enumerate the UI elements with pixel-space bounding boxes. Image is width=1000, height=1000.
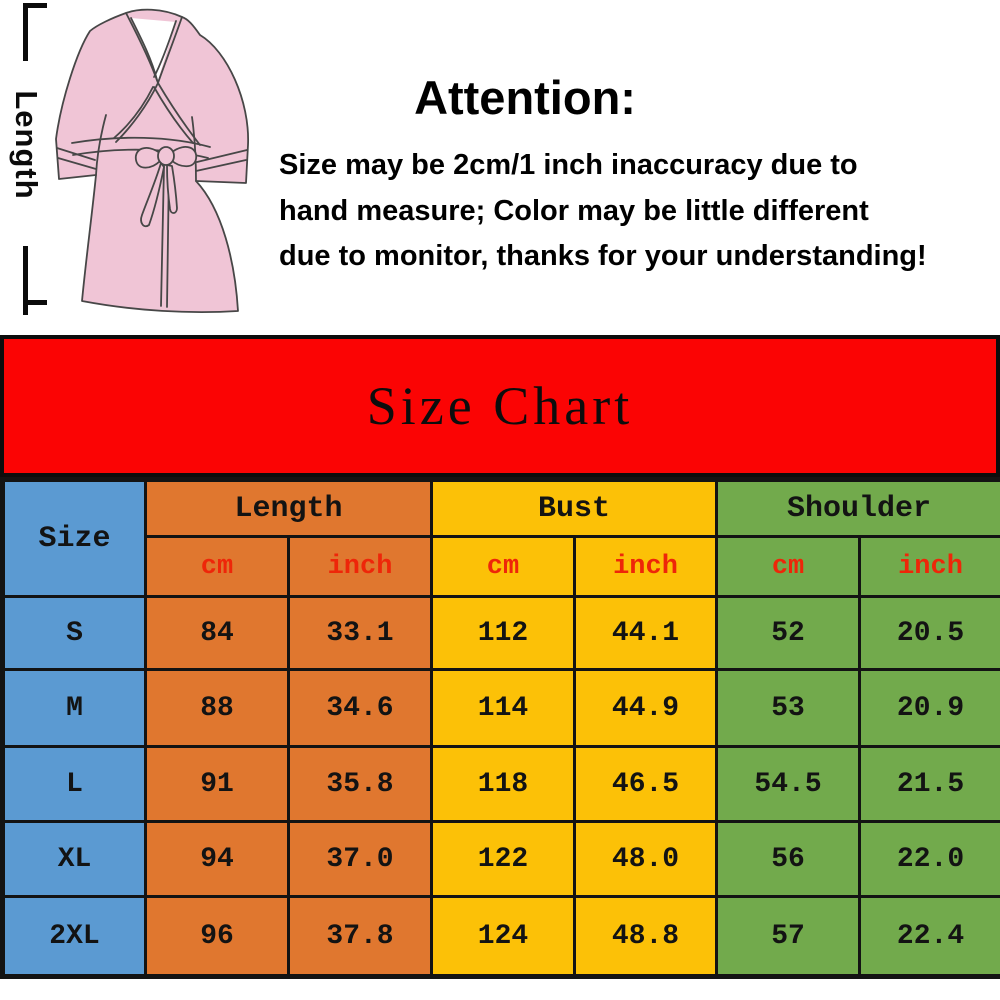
robe-bow-right-loop [170, 146, 198, 168]
length-inch-value: 37.8 [287, 895, 433, 978]
bust-cm-value: 124 [430, 895, 576, 978]
bust-cm-header: cm [430, 535, 576, 598]
size-value: S [1, 595, 147, 671]
shoulder-inch-value: 20.5 [858, 595, 1000, 671]
length-cm-value: 94 [144, 820, 290, 898]
shoulder-inch-value: 22.0 [858, 820, 1000, 898]
length-cm-value: 91 [144, 745, 290, 823]
robe-bow-knot [157, 146, 175, 166]
column-header-size: Size [1, 478, 147, 598]
robe-neck-opening [131, 18, 176, 80]
size-value: XL [1, 820, 147, 898]
length-cm-value: 84 [144, 595, 290, 671]
dimension-bracket-top-cap [23, 3, 47, 8]
shoulder-cm-value: 53 [715, 668, 862, 748]
shoulder-cm-value: 56 [715, 820, 862, 898]
length-inch-value: 35.8 [287, 745, 433, 823]
length-cm-value: 88 [144, 668, 290, 748]
table-row: XL 94 37.0 122 48.0 56 22.0 [1, 820, 1000, 898]
length-inch-header: inch [287, 535, 433, 598]
attention-heading: Attention: [414, 71, 636, 124]
size-value: 2XL [1, 895, 147, 978]
bust-cm-value: 114 [430, 668, 576, 748]
table-row: S 84 33.1 112 44.1 52 20.5 [1, 595, 1000, 671]
table-row: M 88 34.6 114 44.9 53 20.9 [1, 668, 1000, 748]
column-header-bust: Bust [429, 478, 719, 538]
banner-title: Size Chart [366, 376, 634, 436]
attention-line-2: hand measure; Color may be little differ… [279, 194, 869, 227]
shoulder-inch-value: 22.4 [858, 895, 1000, 978]
bust-cm-value: 118 [430, 745, 576, 823]
size-chart-banner: Size Chart [0, 335, 1000, 477]
length-cm-value: 96 [144, 895, 290, 978]
length-inch-value: 37.0 [287, 820, 433, 898]
bust-inch-value: 46.5 [572, 745, 719, 823]
shoulder-cm-value: 57 [715, 895, 862, 978]
table-row: L 91 35.8 118 46.5 54.5 21.5 [1, 745, 1000, 823]
bust-cm-value: 122 [430, 820, 576, 898]
size-value: L [1, 745, 147, 823]
shoulder-cm-value: 52 [715, 595, 862, 671]
dimension-bracket-bottom-cap [23, 300, 47, 305]
table-row: 2XL 96 37.8 124 48.8 57 22.4 [1, 895, 1000, 978]
shoulder-inch-value: 20.9 [858, 668, 1000, 748]
bust-inch-value: 44.1 [572, 595, 719, 671]
attention-text: Size may be 2cm/1 inch inaccuracy due to… [279, 143, 984, 280]
size-value: M [1, 668, 147, 748]
bust-inch-header: inch [572, 535, 719, 598]
robe-bow-right-tail [166, 164, 178, 214]
length-cm-header: cm [144, 535, 290, 598]
shoulder-inch-value: 21.5 [858, 745, 1000, 823]
bust-cm-value: 112 [430, 595, 576, 671]
attention-line-1: Size may be 2cm/1 inch inaccuracy due to [279, 149, 858, 181]
dimension-bracket-bottom-stem [23, 246, 28, 315]
shoulder-cm-header: cm [715, 535, 862, 598]
bust-inch-value: 44.9 [572, 668, 719, 748]
length-inch-value: 34.6 [287, 668, 433, 748]
robe-bow-left-loop [134, 147, 161, 169]
robe-bow-left-tail [140, 162, 165, 228]
dimension-bracket-top-stem [23, 3, 28, 61]
robe-illustration [55, 8, 249, 314]
length-dimension-label: Length [9, 90, 44, 200]
bust-inch-value: 48.8 [572, 895, 719, 978]
length-inch-value: 33.1 [287, 595, 433, 671]
column-header-shoulder: Shoulder [715, 478, 1000, 538]
size-chart-table: Size Length Bust Shoulder cm inch cm inc… [0, 477, 1000, 979]
bust-inch-value: 48.0 [572, 820, 719, 898]
shoulder-inch-header: inch [858, 535, 1000, 598]
column-header-length: Length [144, 478, 433, 538]
shoulder-cm-value: 54.5 [715, 745, 862, 823]
attention-line-3: due to monitor, thanks for your understa… [279, 240, 927, 272]
